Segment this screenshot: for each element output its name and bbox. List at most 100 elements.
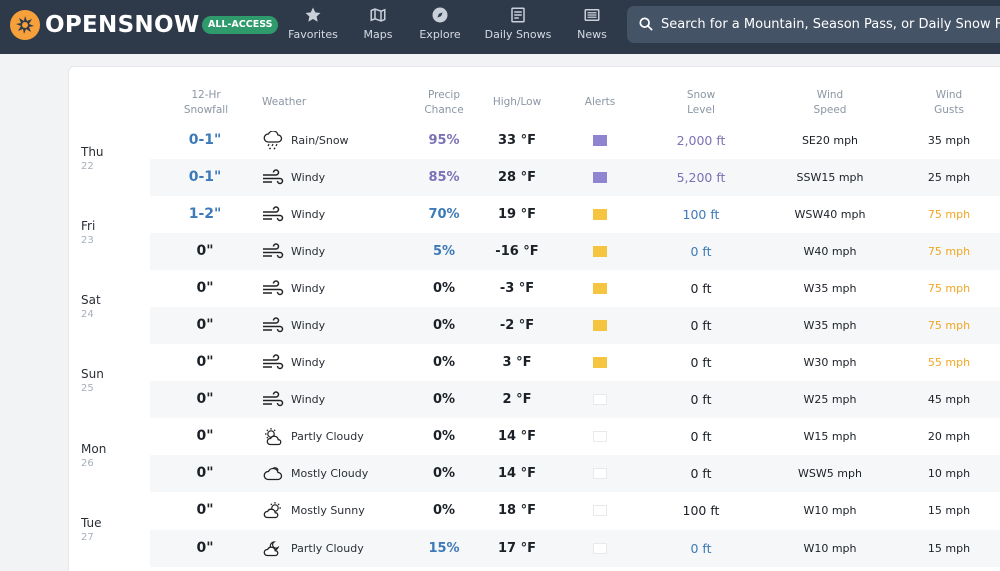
alert-indicator[interactable] bbox=[593, 209, 607, 220]
cloud-icon bbox=[263, 467, 283, 481]
col-header-line: Snow bbox=[686, 89, 716, 101]
weather-cell: Partly Cloudy bbox=[262, 418, 422, 455]
weather-cell: Windy bbox=[262, 307, 422, 344]
nav-news[interactable]: News bbox=[552, 6, 632, 41]
opensnow-logo[interactable]: OPENSNOW bbox=[10, 10, 200, 40]
wind-speed: W25 mph bbox=[803, 393, 857, 406]
alert-indicator[interactable] bbox=[593, 283, 607, 294]
snowfall-value: 0" bbox=[196, 317, 214, 333]
wind-speed: W30 mph bbox=[803, 356, 857, 369]
precip-chance: 0% bbox=[432, 318, 456, 333]
snowfall-value: 0" bbox=[196, 540, 214, 556]
col-header-wind-speed: Wind Speed bbox=[780, 88, 880, 118]
snowfall-value: 0" bbox=[196, 280, 214, 296]
weather-label: Windy bbox=[291, 282, 326, 295]
forecast-row: 0" Windy 0% -3 °F 0 ft W35 mph 75 mph bbox=[150, 270, 1000, 307]
precip-chance: 95% bbox=[428, 133, 460, 148]
wind-gust: 15 mph bbox=[927, 504, 971, 517]
precip-chance: 0% bbox=[432, 429, 456, 444]
alert-indicator bbox=[593, 468, 607, 479]
high-low-temp: 19 °F bbox=[498, 207, 536, 222]
nav-daily-snows[interactable]: Daily Snows bbox=[478, 6, 558, 41]
col-header-line: Snowfall bbox=[183, 104, 229, 116]
weather-cell: Mostly Sunny bbox=[262, 492, 422, 529]
alert-indicator[interactable] bbox=[593, 246, 607, 257]
star-icon bbox=[305, 7, 321, 22]
wind-gust: 75 mph bbox=[927, 282, 971, 295]
nav-label: News bbox=[577, 28, 607, 41]
snow-level: 0 ft bbox=[690, 355, 712, 370]
snowfall-value: 0" bbox=[196, 428, 214, 444]
alert-indicator[interactable] bbox=[593, 135, 607, 146]
map-icon bbox=[370, 8, 386, 22]
wind-speed: W10 mph bbox=[803, 504, 857, 517]
snow-level: 0 ft bbox=[690, 244, 712, 259]
snow-level: 100 ft bbox=[682, 503, 720, 518]
day-label: Tue 27 bbox=[81, 516, 102, 543]
weather-label: Windy bbox=[291, 245, 326, 258]
wind-gust: 35 mph bbox=[927, 134, 971, 147]
weather-cell: Rain/Snow bbox=[262, 122, 422, 159]
snow-level: 0 ft bbox=[690, 392, 712, 407]
wind-speed: WSW40 mph bbox=[794, 208, 866, 221]
alert-indicator[interactable] bbox=[593, 320, 607, 331]
snowfall-value: 1-2" bbox=[188, 206, 222, 222]
precip-chance: 85% bbox=[428, 170, 460, 185]
mostly-sunny-icon bbox=[263, 502, 281, 519]
search-bar[interactable] bbox=[627, 6, 1000, 43]
snowfall-value: 0" bbox=[196, 502, 214, 518]
weather-label: Mostly Cloudy bbox=[291, 467, 369, 480]
partly-cloudy-night-icon bbox=[263, 541, 280, 557]
high-low-temp: 2 °F bbox=[502, 392, 532, 407]
search-input[interactable] bbox=[661, 6, 1000, 43]
rain-snow-icon bbox=[263, 131, 283, 150]
wind-speed: SSW15 mph bbox=[796, 171, 864, 184]
snowfall-value: 0" bbox=[196, 354, 214, 370]
alert-indicator[interactable] bbox=[593, 172, 607, 183]
wind-icon bbox=[263, 206, 284, 222]
day-label: Sun 25 bbox=[81, 367, 104, 394]
wind-speed: WSW5 mph bbox=[798, 467, 862, 480]
weather-cell: Windy bbox=[262, 159, 422, 196]
forecast-row: 1-2" Windy 70% 19 °F 100 ft WSW40 mph 75… bbox=[150, 196, 1000, 233]
wind-icon bbox=[263, 243, 284, 259]
snow-level: 0 ft bbox=[690, 429, 712, 444]
nav-favorites[interactable]: Favorites bbox=[273, 6, 353, 41]
wind-gust: 20 mph bbox=[927, 430, 971, 443]
nav-maps[interactable]: Maps bbox=[338, 6, 418, 41]
day-name: Thu bbox=[81, 145, 104, 159]
snow-level: 0 ft bbox=[690, 541, 712, 556]
forecast-row: 0" Mostly Sunny 0% 18 °F 100 ft W10 mph … bbox=[150, 492, 1000, 529]
nav-label: Explore bbox=[419, 28, 461, 41]
col-header-line: Chance bbox=[424, 104, 464, 116]
high-low-temp: -2 °F bbox=[499, 318, 535, 333]
wind-icon bbox=[263, 391, 284, 407]
wind-icon bbox=[263, 169, 284, 185]
day-date: 23 bbox=[81, 235, 94, 246]
snow-level: 0 ft bbox=[690, 281, 712, 296]
col-header-hilo: High/Low bbox=[492, 96, 542, 108]
alert-indicator bbox=[593, 543, 607, 554]
high-low-temp: 14 °F bbox=[498, 429, 536, 444]
alert-indicator[interactable] bbox=[593, 357, 607, 368]
wind-icon bbox=[263, 317, 284, 333]
col-header-line: Speed bbox=[813, 104, 847, 116]
day-name: Tue bbox=[81, 516, 102, 530]
snowfall-value: 0-1" bbox=[188, 169, 222, 185]
wind-speed: W35 mph bbox=[803, 282, 857, 295]
high-low-temp: 3 °F bbox=[502, 355, 532, 370]
forecast-row: 0" Mostly Cloudy 0% 14 °F 0 ft WSW5 mph … bbox=[150, 455, 1000, 492]
newspaper-icon bbox=[511, 7, 525, 23]
col-header-line: Wind bbox=[816, 89, 844, 101]
high-low-temp: 17 °F bbox=[498, 541, 536, 556]
wind-speed: SE20 mph bbox=[801, 134, 859, 147]
wind-gust: 25 mph bbox=[927, 171, 971, 184]
nav-explore[interactable]: Explore bbox=[400, 6, 480, 41]
col-header-line: Gusts bbox=[934, 104, 964, 116]
day-name: Fri bbox=[81, 219, 96, 233]
search-icon bbox=[639, 17, 653, 31]
wind-gust: 55 mph bbox=[927, 356, 971, 369]
forecast-row: 0" Windy 5% -16 °F 0 ft W40 mph 75 mph bbox=[150, 233, 1000, 270]
precip-chance: 0% bbox=[432, 281, 456, 296]
col-header-wind-gusts: Wind Gusts bbox=[909, 88, 989, 118]
